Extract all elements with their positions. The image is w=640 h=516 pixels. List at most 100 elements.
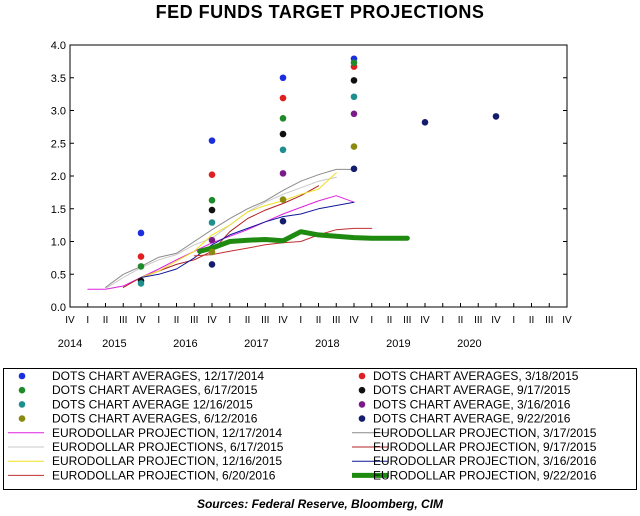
x-year-label: 2016 xyxy=(173,338,197,350)
legend-dot-marker xyxy=(18,415,26,422)
y-tick-label: 0.0 xyxy=(51,302,66,314)
series-line-5 xyxy=(140,172,337,278)
dot-point-7 xyxy=(279,196,287,203)
x-quarter-label: I xyxy=(299,315,302,326)
series-line-2 xyxy=(105,168,355,288)
dot-point-4 xyxy=(279,130,287,138)
x-quarter-label: I xyxy=(512,315,515,326)
x-quarter-label: IV xyxy=(491,315,501,326)
legend-entry: EURODOLLAR PROJECTION, 3/16/2016 xyxy=(373,454,597,468)
legend-entry: DOTS CHART AVERAGES, 6/12/2016 xyxy=(52,412,258,426)
legend-entry: EURODOLLAR PROJECTION, 6/20/2016 xyxy=(52,468,276,482)
x-quarter-label: III xyxy=(190,315,198,326)
y-tick-label: 2.5 xyxy=(51,138,66,150)
dot-point-8 xyxy=(208,261,216,268)
x-quarter-label: IV xyxy=(207,315,217,326)
y-tick-label: 4.0 xyxy=(51,40,66,52)
x-quarter-label: I xyxy=(370,315,373,326)
x-quarter-label: III xyxy=(119,315,127,326)
dot-point-7 xyxy=(350,143,358,150)
y-tick-label: 1.0 xyxy=(51,237,66,249)
dot-point-8 xyxy=(492,113,500,120)
x-year-label: 2015 xyxy=(102,338,126,350)
x-quarter-label: III xyxy=(261,315,269,326)
dot-point-3 xyxy=(279,115,287,122)
dot-point-7 xyxy=(208,248,216,256)
x-quarter-label: I xyxy=(157,315,160,326)
legend-frame xyxy=(3,368,637,490)
legend-dot-marker xyxy=(358,415,366,422)
legend-entry: EURODOLLAR PROJECTION, 3/17/2015 xyxy=(373,426,597,440)
y-tick-label: 3.5 xyxy=(51,73,66,85)
chart-plot: 0.00.51.01.52.02.53.03.54.0IV I II III IV I II… xyxy=(51,40,572,350)
legend-dot-marker xyxy=(18,372,26,380)
x-quarter-label: IV xyxy=(65,315,75,326)
legend-entry: EURODOLLAR PROJECTION, 9/17/2015 xyxy=(373,440,597,454)
dot-point-6 xyxy=(279,170,287,177)
x-quarter-label: II xyxy=(458,315,464,326)
dot-point-1 xyxy=(279,74,287,82)
y-tick-label: 1.5 xyxy=(51,204,66,216)
dot-point-3 xyxy=(350,59,358,66)
x-quarter-label: I xyxy=(228,315,231,326)
dot-point-8 xyxy=(421,118,429,126)
legend-entry: DOTS CHART AVERAGES, 12/17/2014 xyxy=(52,369,264,383)
x-year-label: 2019 xyxy=(386,338,410,350)
x-quarter-label: IV xyxy=(278,315,288,326)
x-quarter-label: I xyxy=(86,315,89,326)
y-tick-label: 2.0 xyxy=(51,171,66,183)
x-quarter-label: II xyxy=(529,315,535,326)
x-quarter-label: II xyxy=(103,315,109,326)
legend-dot-marker xyxy=(18,386,26,394)
legend-entry: EURODOLLAR PROJECTION, 12/16/2015 xyxy=(52,454,282,468)
x-quarter-label: III xyxy=(332,315,340,326)
x-quarter-label: IV xyxy=(420,315,430,326)
y-tick-label: 0.5 xyxy=(51,269,66,281)
source-note: Sources: Federal Reserve, Bloomberg, CIM xyxy=(196,497,444,511)
dot-point-8 xyxy=(350,165,358,173)
x-quarter-label: II xyxy=(174,315,180,326)
dot-point-6 xyxy=(208,236,216,244)
y-tick-label: 3.0 xyxy=(51,106,66,118)
dot-point-5 xyxy=(208,219,216,226)
dot-point-2 xyxy=(279,94,287,102)
dot-point-2 xyxy=(208,171,216,178)
series-line-8 xyxy=(197,229,410,254)
legend-dot-marker xyxy=(358,372,366,380)
legend-entry: DOTS CHART AVERAGE, 9/22/2016 xyxy=(373,412,571,426)
legend-dot-marker xyxy=(18,401,26,408)
legend-entry: DOTS CHART AVERAGE, 3/16/2016 xyxy=(373,397,571,411)
dot-point-5 xyxy=(350,93,358,101)
x-year-label: 2020 xyxy=(457,338,481,350)
legend-entry: DOTS CHART AVERAGES, 6/17/2015 xyxy=(52,383,258,397)
dot-point-1 xyxy=(208,137,216,144)
x-year-label: 2018 xyxy=(315,338,339,350)
chart-title: FED FUNDS TARGET PROJECTIONS xyxy=(155,2,485,22)
x-quarter-label: III xyxy=(545,315,553,326)
dot-point-1 xyxy=(137,229,145,237)
x-quarter-label: IV xyxy=(136,315,146,326)
legend-entry: DOTS CHART AVERAGES, 3/18/2015 xyxy=(373,369,579,383)
dot-point-8 xyxy=(279,217,287,225)
x-quarter-label: II xyxy=(387,315,393,326)
x-year-label: 2014 xyxy=(58,338,82,350)
x-quarter-label: IV xyxy=(562,315,572,326)
dot-point-4 xyxy=(208,206,216,214)
legend-entry: DOTS CHART AVERAGE 12/16/2015 xyxy=(52,397,253,411)
legend-entry: EURODOLLAR PROJECTION, 9/22/2016 xyxy=(373,468,597,482)
legend-dot-marker xyxy=(358,386,366,394)
legend-entry: EURODOLLAR PROJECTION, 12/17/2014 xyxy=(52,426,282,440)
x-quarter-label: II xyxy=(316,315,322,326)
dot-point-5 xyxy=(137,280,145,287)
x-quarter-label: II xyxy=(245,315,251,326)
dot-point-3 xyxy=(137,263,145,270)
x-quarter-label: III xyxy=(403,315,411,326)
dot-point-6 xyxy=(350,110,358,118)
legend-entry: DOTS CHART AVERAGE, 9/17/2015 xyxy=(373,383,571,397)
x-quarter-label: III xyxy=(474,315,482,326)
dot-point-2 xyxy=(137,253,145,260)
dot-point-3 xyxy=(208,196,216,204)
legend-dot-marker xyxy=(358,401,366,408)
series-line-6 xyxy=(140,201,355,278)
